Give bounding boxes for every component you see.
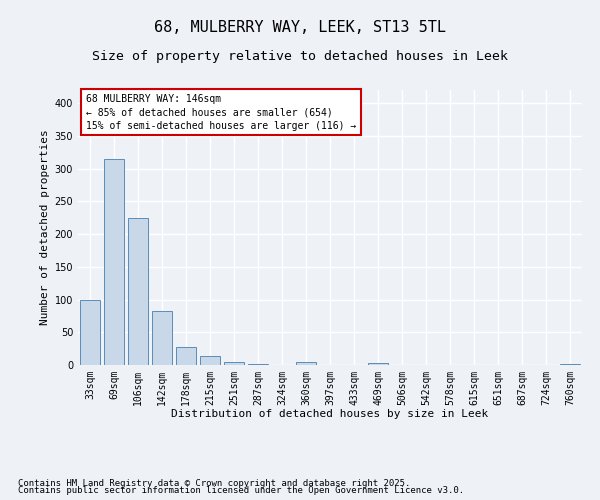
Bar — [200, 356, 220, 365]
Text: 68, MULBERRY WAY, LEEK, ST13 5TL: 68, MULBERRY WAY, LEEK, ST13 5TL — [154, 20, 446, 35]
Bar — [248, 364, 268, 365]
Bar — [368, 363, 388, 365]
Bar — [296, 362, 316, 365]
Text: Size of property relative to detached houses in Leek: Size of property relative to detached ho… — [92, 50, 508, 63]
Y-axis label: Number of detached properties: Number of detached properties — [40, 130, 50, 326]
Bar — [128, 218, 148, 365]
Bar — [152, 312, 172, 365]
X-axis label: Distribution of detached houses by size in Leek: Distribution of detached houses by size … — [172, 410, 488, 420]
Text: Contains HM Land Registry data © Crown copyright and database right 2025.: Contains HM Land Registry data © Crown c… — [18, 478, 410, 488]
Bar — [176, 346, 196, 365]
Text: 68 MULBERRY WAY: 146sqm
← 85% of detached houses are smaller (654)
15% of semi-d: 68 MULBERRY WAY: 146sqm ← 85% of detache… — [86, 94, 356, 130]
Bar — [560, 364, 580, 365]
Bar — [104, 159, 124, 365]
Bar — [80, 300, 100, 365]
Bar — [224, 362, 244, 365]
Text: Contains public sector information licensed under the Open Government Licence v3: Contains public sector information licen… — [18, 486, 464, 495]
